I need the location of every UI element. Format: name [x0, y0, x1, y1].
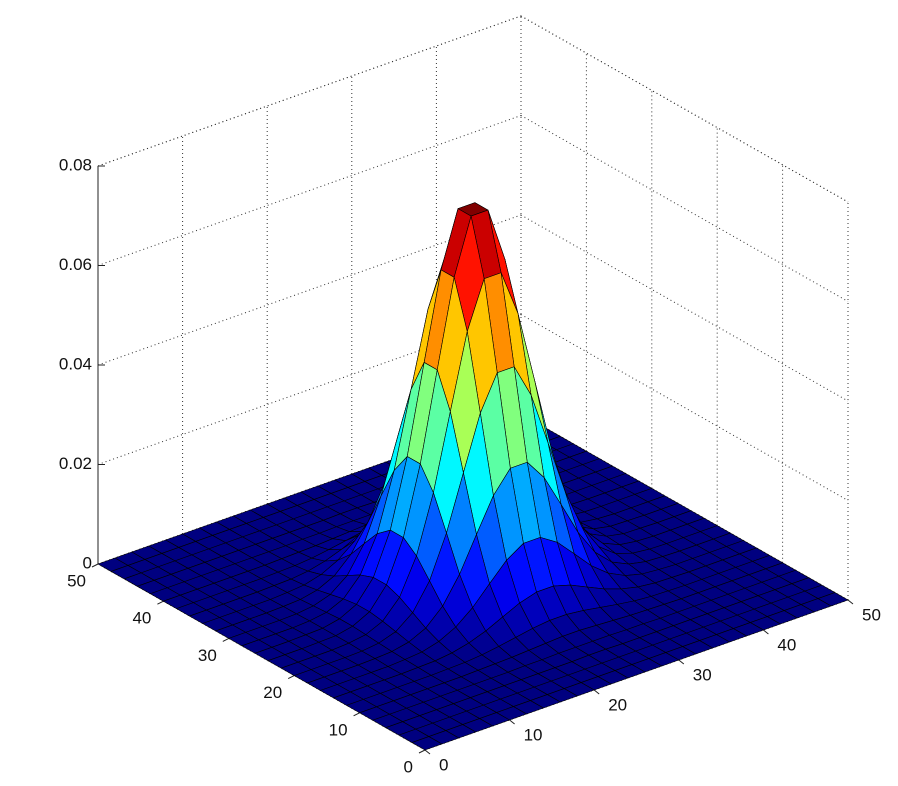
- tick-mark: [763, 629, 769, 635]
- grid-line: [520, 214, 849, 402]
- z-tick-label: 0.04: [59, 354, 92, 373]
- y-tick-label: 10: [329, 720, 348, 739]
- x-tick-label: 40: [777, 635, 796, 654]
- grid-line: [97, 15, 522, 167]
- tick-mark: [424, 749, 431, 755]
- x-tick-label: 20: [608, 695, 627, 714]
- tick-mark: [353, 712, 360, 717]
- x-tick-label: 10: [524, 725, 543, 744]
- tick-mark: [593, 689, 600, 695]
- tick-mark: [847, 599, 854, 605]
- y-tick-label: 40: [132, 609, 151, 628]
- z-tick-label: 0.02: [59, 454, 92, 473]
- y-tick-label: 30: [198, 646, 217, 665]
- x-tick-label: 30: [693, 665, 712, 684]
- surface-face: [411, 736, 443, 751]
- x-tick-label: 50: [862, 605, 881, 624]
- z-tick-label: 0.06: [59, 255, 92, 274]
- tick-mark: [287, 675, 295, 680]
- tick-mark: [157, 600, 164, 605]
- y-tick-label: 0: [404, 757, 413, 776]
- grid-line: [97, 115, 522, 266]
- x-tick-label: 0: [439, 755, 448, 774]
- grid-line: [520, 314, 849, 501]
- tick-mark: [509, 719, 515, 725]
- grid-line: [520, 115, 849, 302]
- z-tick-label: 0.08: [59, 155, 92, 174]
- tick-mark: [418, 749, 426, 754]
- tick-mark: [222, 637, 230, 642]
- grid-line: [520, 15, 849, 203]
- z-tick-label: 0: [83, 553, 92, 572]
- tick-mark: [91, 563, 99, 568]
- grid-line: [97, 214, 522, 366]
- grid-line: [97, 314, 522, 465]
- y-tick-label: 20: [263, 683, 282, 702]
- y-tick-label: 50: [67, 571, 86, 590]
- tick-mark: [678, 659, 685, 665]
